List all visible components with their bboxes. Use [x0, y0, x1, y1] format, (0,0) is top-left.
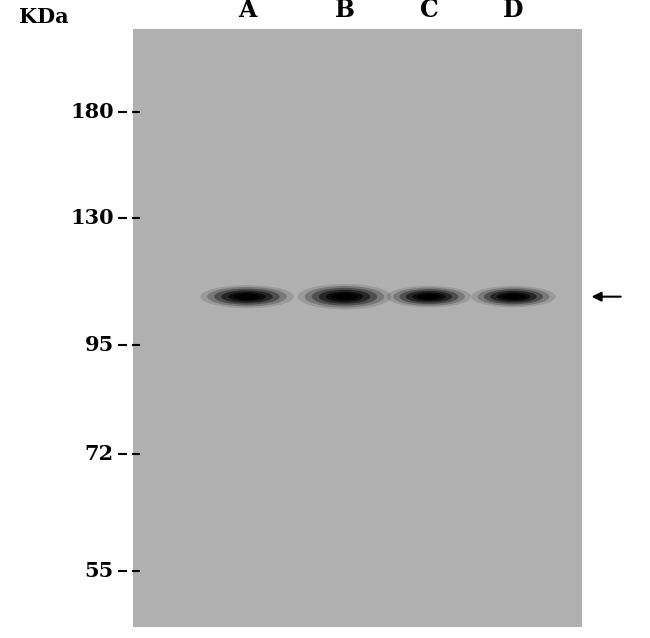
Ellipse shape	[506, 294, 521, 299]
Text: 72: 72	[84, 444, 114, 464]
Ellipse shape	[332, 293, 358, 300]
Ellipse shape	[502, 293, 525, 300]
Ellipse shape	[228, 292, 266, 301]
Text: 95: 95	[84, 334, 114, 355]
Ellipse shape	[326, 292, 363, 302]
Ellipse shape	[478, 288, 549, 306]
Ellipse shape	[207, 287, 287, 306]
Text: C: C	[420, 0, 438, 22]
Text: A: A	[238, 0, 256, 22]
Text: D: D	[503, 0, 524, 22]
Bar	[133, 29, 582, 627]
Ellipse shape	[221, 290, 273, 303]
Text: 130: 130	[70, 208, 114, 228]
Ellipse shape	[412, 292, 446, 301]
Ellipse shape	[336, 293, 353, 300]
Text: 55: 55	[84, 561, 114, 581]
Ellipse shape	[393, 288, 465, 306]
Ellipse shape	[399, 289, 459, 304]
Ellipse shape	[406, 291, 452, 302]
Ellipse shape	[471, 286, 556, 308]
Ellipse shape	[497, 292, 530, 301]
Text: B: B	[335, 0, 354, 22]
Ellipse shape	[318, 290, 370, 304]
Ellipse shape	[421, 294, 437, 299]
Ellipse shape	[234, 293, 260, 300]
Ellipse shape	[305, 286, 384, 308]
Ellipse shape	[387, 286, 471, 308]
Ellipse shape	[239, 293, 255, 300]
Ellipse shape	[484, 289, 543, 304]
Text: 180: 180	[70, 101, 114, 122]
Ellipse shape	[214, 288, 280, 305]
Ellipse shape	[312, 288, 377, 306]
Ellipse shape	[490, 291, 537, 302]
Ellipse shape	[298, 284, 391, 309]
Ellipse shape	[200, 285, 294, 308]
Text: KDa: KDa	[20, 7, 69, 27]
Ellipse shape	[417, 293, 441, 300]
